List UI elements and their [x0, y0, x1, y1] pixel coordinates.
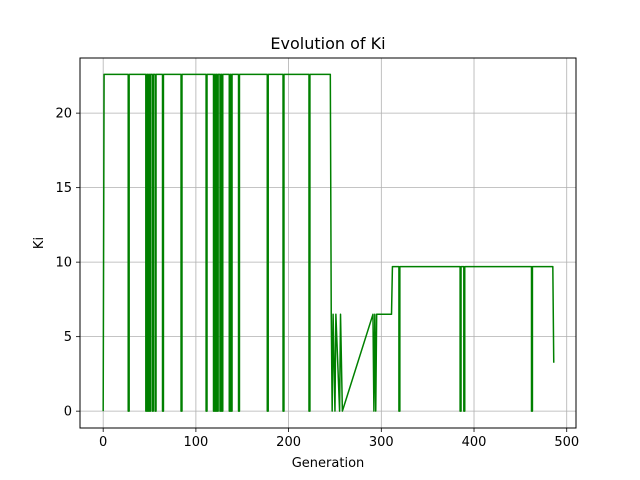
- series-layer: [102, 73, 555, 412]
- x-axis: 0 100 200 300 400 500: [99, 428, 579, 450]
- plot-frame: [79, 57, 577, 429]
- x-tick-label: 0: [99, 435, 107, 450]
- chart-title: Evolution of Ki: [270, 34, 385, 53]
- series-line: [102, 73, 555, 412]
- y-tick-label: 10: [55, 256, 72, 271]
- y-tick-label: 0: [64, 405, 72, 420]
- y-axis-label: Ki: [32, 237, 47, 249]
- x-tick-label: 100: [183, 435, 208, 450]
- x-tick-label: 500: [554, 435, 579, 450]
- x-tick-label: 300: [369, 435, 394, 450]
- y-tick-label: 5: [64, 330, 72, 345]
- x-tick-label: 400: [462, 435, 487, 450]
- x-tick-label: 200: [276, 435, 301, 450]
- x-axis-label: Generation: [292, 456, 365, 471]
- y-axis: 0 5 10 15 20: [55, 107, 80, 420]
- y-tick-label: 15: [55, 181, 72, 196]
- y-tick-label: 20: [55, 107, 72, 122]
